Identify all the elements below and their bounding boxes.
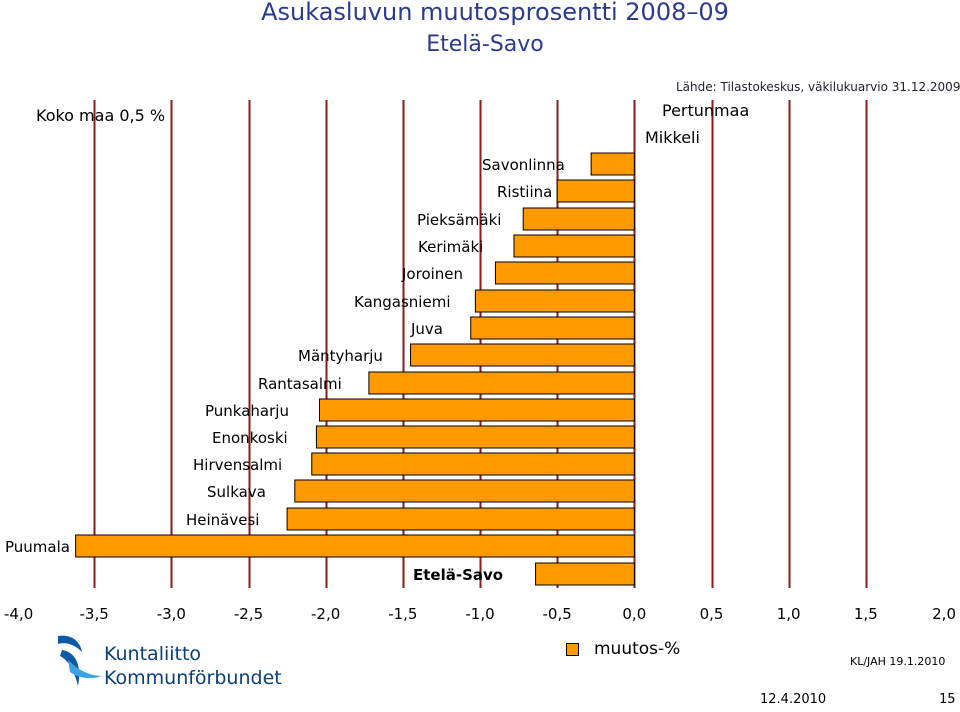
bars [75, 152, 635, 586]
logo-swoosh-left [60, 650, 80, 686]
category-label: Juva [410, 320, 443, 338]
x-tick-label: 1,5 [854, 605, 878, 623]
bar [311, 452, 635, 476]
bar [368, 371, 635, 395]
x-tick-label: 0,5 [700, 605, 724, 623]
category-label: Pieksämäki [417, 211, 501, 229]
x-tick-label: -1,5 [388, 605, 417, 623]
x-tick-label: 1,0 [777, 605, 801, 623]
chart-title: Asukasluvun muutosprosentti 2008–09 [261, 0, 729, 26]
bar [315, 425, 635, 449]
kuntaliitto-logo: Kuntaliitto Kommunförbundet [58, 635, 282, 689]
category-label: Ristiina [497, 183, 552, 201]
bar [590, 152, 635, 176]
logo-line1: Kuntaliitto [104, 643, 201, 665]
x-tick-label: 2,0 [932, 605, 956, 623]
category-label: Enonkoski [212, 429, 288, 447]
category-label: Mikkeli [645, 128, 700, 147]
bar [75, 534, 635, 558]
x-tick-labels: -4,0 -3,5 -3,0 -2,5 -2,0 -1,5 -1,0 -0,5 0,0 0,5 1,… [4, 605, 956, 623]
bar [470, 316, 635, 340]
x-tick-label: -2,0 [311, 605, 340, 623]
bar [294, 479, 635, 503]
category-label: Rantasalmi [258, 375, 342, 393]
bar [535, 562, 635, 586]
x-tick-label: -3,0 [157, 605, 186, 623]
bar [522, 207, 635, 231]
category-label: Savonlinna [482, 156, 565, 174]
reference-label: Koko maa 0,5 % [36, 106, 166, 125]
logo-line2: Kommunförbundet [104, 667, 282, 689]
document-id: KL/JAH 19.1.2010 [850, 655, 946, 668]
legend-label: muutos-% [594, 639, 681, 659]
page-number: 15 [939, 692, 956, 707]
x-tick-label: -3,5 [80, 605, 109, 623]
category-label: Mäntyharju [298, 347, 383, 365]
source-note: Lähde: Tilastokeskus, väkilukuarvio 31.1… [676, 80, 960, 94]
category-label: Joroinen [401, 265, 463, 283]
bar [474, 289, 635, 313]
chart-subtitle: Etelä-Savo [426, 32, 544, 57]
bar [318, 398, 635, 422]
x-tick-label: -1,0 [465, 605, 494, 623]
x-tick-label: -0,5 [543, 605, 572, 623]
bar [556, 179, 635, 203]
logo-swoosh-bottom [68, 660, 102, 679]
category-label: Hirvensalmi [193, 456, 282, 474]
legend-swatch [566, 643, 579, 656]
category-label: Pertunmaa [662, 101, 749, 120]
category-labels: Pertunmaa Mikkeli Savonlinna Ristiina Pieksä… [5, 101, 749, 584]
x-tick-label: -2,5 [234, 605, 263, 623]
x-tick-label: -4,0 [4, 605, 33, 623]
bar [494, 261, 635, 285]
category-label: Etelä-Savo [413, 566, 503, 584]
bar [513, 234, 635, 258]
category-label: Puumala [5, 538, 70, 556]
x-tick-label: 0,0 [622, 605, 646, 623]
logo-swoosh-top [58, 635, 82, 652]
category-label: Heinävesi [186, 511, 259, 529]
category-label: Sulkava [207, 483, 266, 501]
category-label: Punkaharju [205, 402, 289, 420]
category-label: Kerimäki [418, 238, 483, 256]
bar [410, 343, 635, 367]
bar [286, 507, 635, 531]
footer-date: 12.4.2010 [760, 692, 827, 707]
category-label: Kangasniemi [354, 293, 450, 311]
